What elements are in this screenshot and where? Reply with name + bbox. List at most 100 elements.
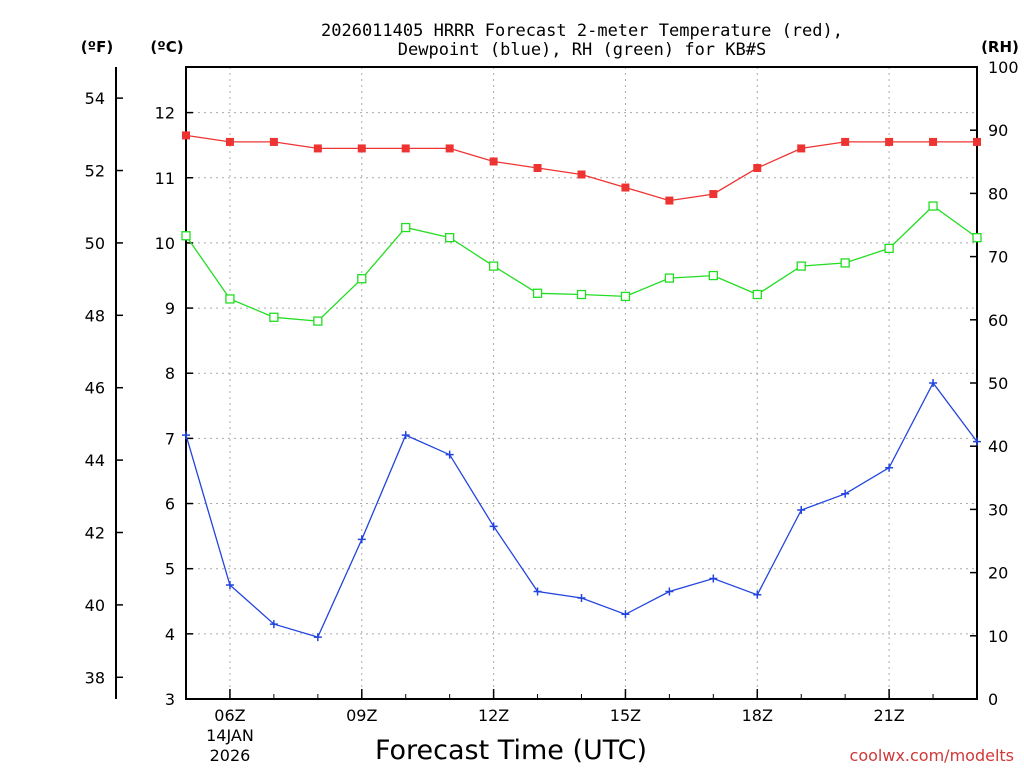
temperature-point [533,163,542,172]
dewpoint-point [665,587,674,596]
dewpoint-point [973,437,981,446]
temperature-point [753,163,762,172]
grid-lines [186,67,977,699]
dewpoint-series [182,379,981,642]
rh-point [181,231,191,241]
time-tick-label: 09Z [346,706,377,725]
fahrenheit-tick-label: 40 [85,596,105,615]
dewpoint-point [709,574,718,583]
dewpoint-point [225,580,234,589]
fahrenheit-tick-label: 38 [85,668,105,687]
dewpoint-point [621,610,630,619]
celsius-tick-label: 4 [165,625,175,644]
rh-point [488,261,499,271]
temperature-point [401,144,410,153]
rh-tick-label: 40 [988,437,1008,456]
watermark: coolwx.com/modelts [850,746,1014,765]
celsius-tick-label: 10 [155,234,175,253]
rh-tick-label: 100 [988,58,1019,77]
dewpoint-point [182,431,190,440]
rh-point [972,232,982,243]
time-tick-label: 15Z [610,706,641,725]
dewpoint-point [753,590,762,599]
temperature-point [313,144,322,153]
temperature-point [445,144,454,153]
celsius-unit-label: (ºC) [150,38,183,56]
rh-point [928,201,938,211]
temperature-point [577,170,586,179]
temperature-point [489,157,498,166]
temperature-point [973,137,981,146]
fahrenheit-tick-label: 52 [85,162,105,181]
time-tick-label: 21Z [873,706,904,725]
dewpoint-point [533,587,542,596]
chart-title-line2: Dewpoint (blue), RH (green) for KB#S [398,40,766,60]
year-label: 2026 [210,746,251,765]
time-tick-label: 12Z [478,706,509,725]
dewpoint-point [885,463,894,472]
rh-tick-label: 90 [988,121,1008,140]
rh-point [708,270,718,281]
rh-tick-label: 30 [988,500,1008,519]
fahrenheit-tick-label: 48 [85,306,105,325]
temperature-point [225,137,234,146]
rh-point [313,316,323,326]
celsius-tick-label: 11 [155,169,175,188]
date-label: 14JAN [206,726,254,745]
dewpoint-point [489,522,498,531]
rh-tick-label: 20 [988,564,1008,583]
rh-tick-label: 60 [988,311,1008,330]
temperature-line [185,134,977,202]
dewpoint-point [841,489,850,498]
rh-point [576,289,587,300]
rh-series [181,201,982,326]
rh-tick-label: 80 [988,184,1008,203]
celsius-tick-label: 5 [165,560,175,579]
rh-tick-label: 10 [988,627,1008,646]
fahrenheit-tick-label: 46 [85,379,105,398]
dewpoint-point [357,535,366,544]
fahrenheit-tick-label: 50 [85,234,105,253]
celsius-tick-label: 3 [165,690,175,709]
dewpoint-point [577,594,586,603]
rh-point [796,261,806,271]
rh-point [840,258,850,268]
rh-point [532,288,543,298]
rh-point [884,243,894,254]
dewpoint-point [269,620,278,629]
fahrenheit-tick-label: 54 [85,89,105,108]
fahrenheit-unit-label: (ºF) [81,38,113,56]
celsius-tick-label: 9 [165,299,175,318]
rh-point [752,289,762,300]
temperature-point [797,144,806,153]
celsius-tick-label: 7 [165,429,175,448]
rh-point [225,294,235,304]
fahrenheit-tick-label: 44 [85,451,105,470]
rh-point [664,273,675,283]
temperature-point [621,183,630,192]
plot-frame [185,66,978,700]
celsius-tick-label: 8 [165,364,175,383]
temperature-point [929,137,938,146]
dewpoint-point [313,633,322,642]
dewpoint-point [401,431,410,440]
celsius-tick-label: 12 [155,104,175,123]
dewpoint-point [445,450,454,459]
celsius-axis: 3 4 5 6 7 8 9 10 11 12 [155,104,193,709]
temperature-point [269,137,278,146]
x-axis-title: Forecast Time (UTC) [375,735,647,766]
temperature-point [841,137,850,146]
rh-tick-label: 50 [988,374,1008,393]
rh-point [620,291,631,302]
fahrenheit-axis: 38 40 42 44 46 48 50 52 54 [85,89,123,687]
rh-point [445,232,455,243]
time-tick-label: 18Z [742,706,773,725]
rh-tick-label: 0 [988,690,998,709]
rh-line [185,205,978,322]
dewpoint-point [929,379,938,387]
rh-unit-label: (RH) [981,38,1019,56]
time-tick-label: 06Z [214,706,245,725]
temperature-series [182,131,981,205]
